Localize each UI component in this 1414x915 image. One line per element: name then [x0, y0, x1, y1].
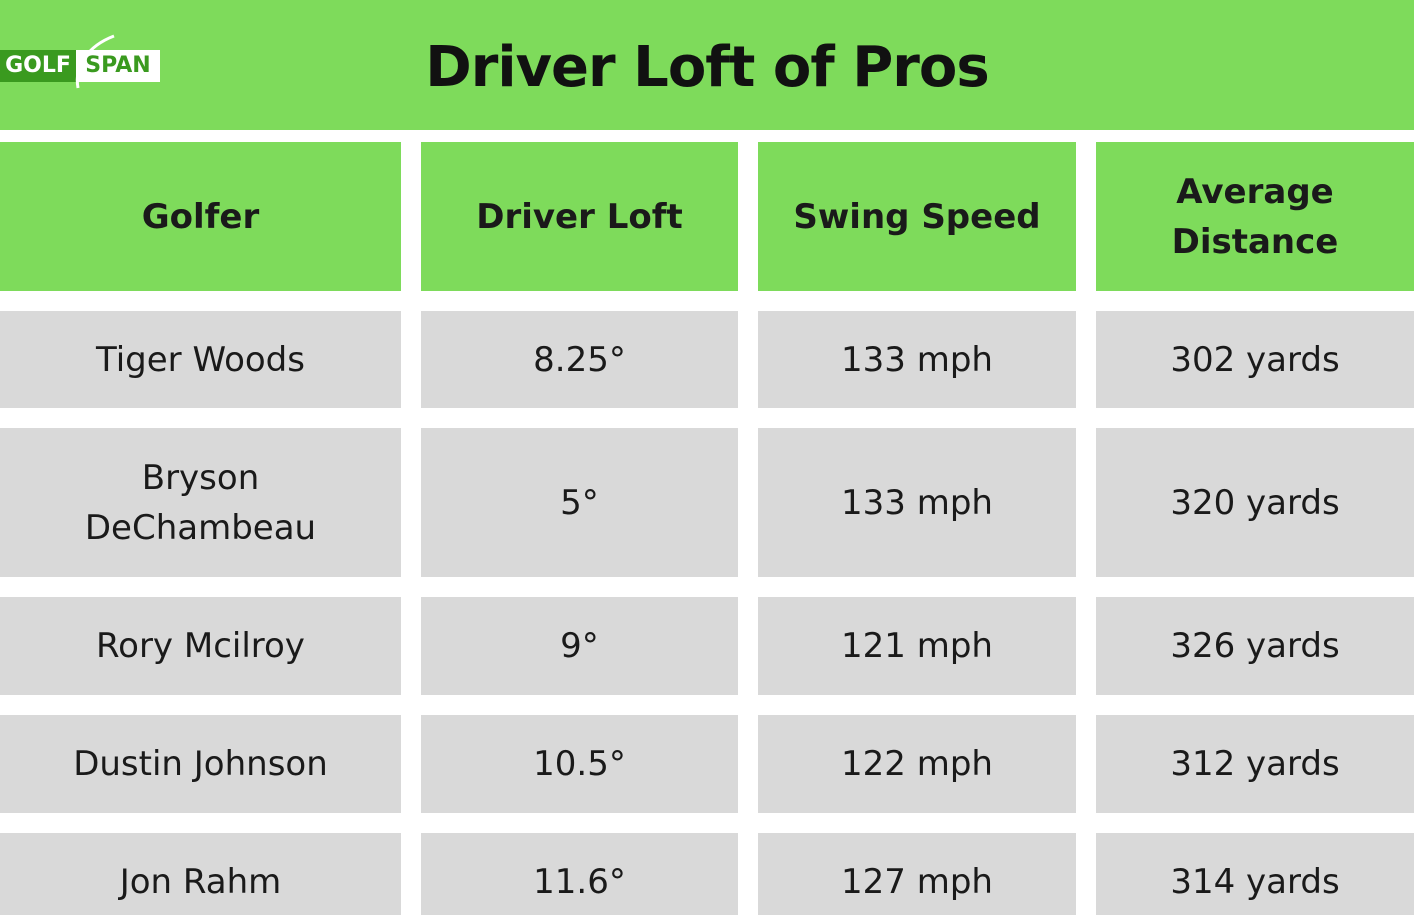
- cell-swing-speed: 122 mph: [758, 715, 1076, 813]
- golfspan-logo: GOLF SPAN: [0, 34, 162, 89]
- cell-average-distance: 326 yards: [1096, 597, 1414, 695]
- header-golfer: Golfer: [0, 142, 401, 291]
- cell-average-distance: 302 yards: [1096, 311, 1414, 408]
- cell-driver-loft: 9°: [421, 597, 738, 695]
- cell-driver-loft: 10.5°: [421, 715, 738, 813]
- cell-golfer: Jon Rahm: [0, 833, 401, 915]
- cell-average-distance-label: 314 yards: [1170, 862, 1340, 902]
- cell-average-distance: 312 yards: [1096, 715, 1414, 813]
- cell-swing-speed-label: 127 mph: [841, 862, 993, 902]
- logo-golf-text: GOLF: [0, 50, 76, 82]
- cell-swing-speed: 127 mph: [758, 833, 1076, 915]
- cell-golfer-label: Bryson DeChambeau: [84, 457, 317, 548]
- title-banner: [0, 0, 1414, 130]
- cell-swing-speed: 133 mph: [758, 311, 1076, 408]
- header-average-distance-label: Average Distance: [1171, 171, 1339, 262]
- header-average-distance: Average Distance: [1096, 142, 1414, 291]
- logo-span-text: SPAN: [76, 50, 160, 82]
- header-driver-loft: Driver Loft: [421, 142, 738, 291]
- cell-driver-loft-label: 11.6°: [533, 862, 626, 902]
- cell-golfer: Rory Mcilroy: [0, 597, 401, 695]
- cell-driver-loft: 8.25°: [421, 311, 738, 408]
- cell-driver-loft: 11.6°: [421, 833, 738, 915]
- cell-driver-loft: 5°: [421, 428, 738, 577]
- cell-golfer-label: Jon Rahm: [119, 862, 282, 902]
- cell-swing-speed: 133 mph: [758, 428, 1076, 577]
- cell-golfer: Dustin Johnson: [0, 715, 401, 813]
- cell-average-distance: 320 yards: [1096, 428, 1414, 577]
- page-title: Driver Loft of Pros: [425, 35, 989, 100]
- cell-swing-speed: 121 mph: [758, 597, 1076, 695]
- header-swing-speed: Swing Speed: [758, 142, 1076, 291]
- cell-average-distance: 314 yards: [1096, 833, 1414, 915]
- logo-swoosh-icon: [75, 34, 115, 89]
- cell-golfer: Tiger Woods: [0, 311, 401, 408]
- cell-golfer: Bryson DeChambeau: [0, 428, 401, 577]
